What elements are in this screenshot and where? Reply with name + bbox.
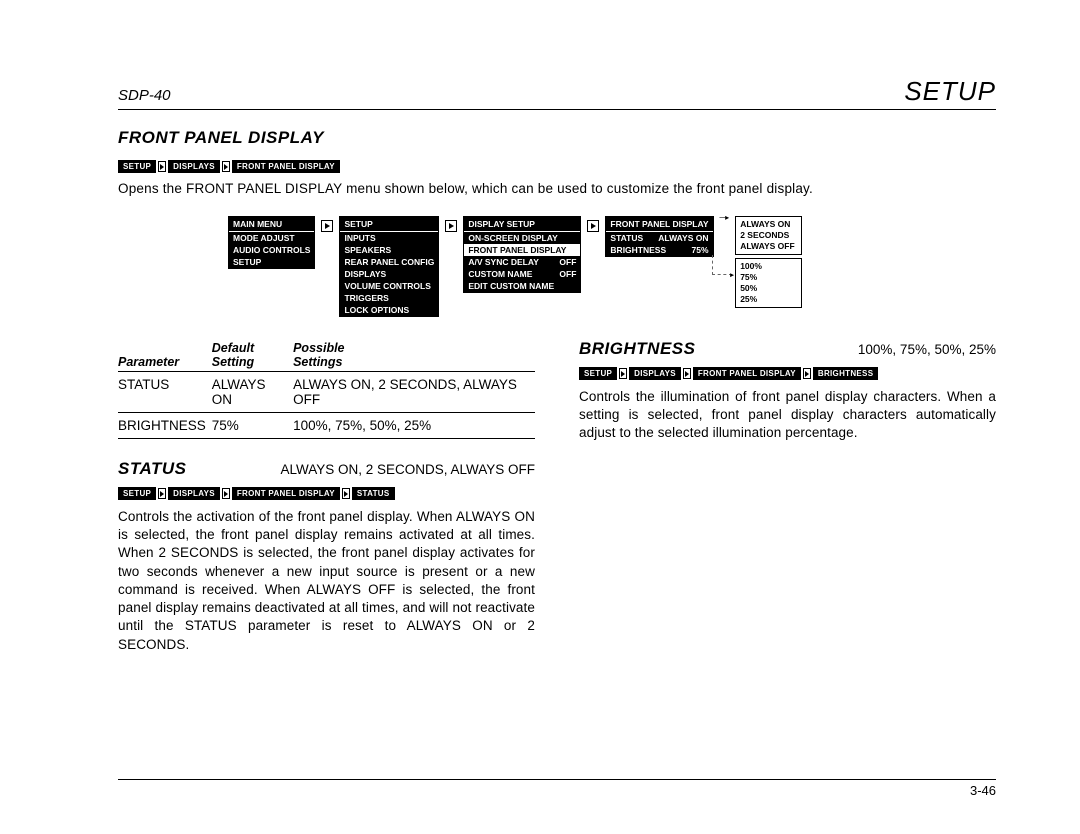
chevron-right-icon — [158, 161, 166, 172]
brightness-text: Controls the illumination of front panel… — [579, 388, 996, 443]
page-number: 3-46 — [970, 783, 996, 798]
breadcrumb-item: SETUP — [118, 487, 156, 500]
breadcrumb-item: DISPLAYS — [629, 367, 681, 380]
table-row: STATUSALWAYS ONALWAYS ON, 2 SECONDS, ALW… — [118, 372, 535, 413]
parameter-table: ParameterDefaultSettingPossibleSettings … — [118, 339, 535, 439]
breadcrumb-item: SETUP — [118, 160, 156, 173]
brightness-heading-row: BRIGHTNESS 100%, 75%, 50%, 25% — [579, 339, 996, 359]
table-row: BRIGHTNESS75%100%, 75%, 50%, 25% — [118, 413, 535, 439]
model-label: SDP-40 — [118, 87, 171, 104]
breadcrumb-main: SETUP DISPLAYS FRONT PANEL DISPLAY — [118, 160, 340, 173]
options-status: ALWAYS ON2 SECONDSALWAYS OFF — [735, 216, 801, 255]
breadcrumb-brightness: SETUP DISPLAYS FRONT PANEL DISPLAY BRIGHTNE… — [579, 367, 878, 380]
connector-arrow-icon: ─▸ — [720, 213, 730, 222]
chevron-right-icon — [619, 368, 627, 379]
status-heading-row: STATUS ALWAYS ON, 2 SECONDS, ALWAYS OFF — [118, 459, 535, 479]
breadcrumb-item: DISPLAYS — [168, 160, 220, 173]
section-title: FRONT PANEL DISPLAY — [118, 128, 996, 148]
menu-main: MAIN MENUMODE ADJUSTAUDIO CONTROLSSETUP — [228, 216, 315, 269]
chevron-right-icon — [222, 161, 230, 172]
page-header: SDP-40 SETUP — [118, 76, 996, 110]
chevron-right-icon — [342, 488, 350, 499]
menu-arrow-icon — [321, 220, 333, 232]
chevron-right-icon — [803, 368, 811, 379]
page-footer: 3-46 — [118, 779, 996, 798]
status-text: Controls the activation of the front pan… — [118, 508, 535, 654]
breadcrumb-item: DISPLAYS — [168, 487, 220, 500]
status-options: ALWAYS ON, 2 SECONDS, ALWAYS OFF — [280, 462, 535, 477]
breadcrumb-item: SETUP — [579, 367, 617, 380]
menu-arrow-icon — [445, 220, 457, 232]
options-brightness: ▸ 100%75%50%25% — [735, 258, 801, 308]
breadcrumb-item: FRONT PANEL DISPLAY — [693, 367, 801, 380]
right-column: BRIGHTNESS 100%, 75%, 50%, 25% SETUP DISP… — [579, 339, 996, 654]
menu-display-setup: DISPLAY SETUPON-SCREEN DISPLAYFRONT PANE… — [463, 216, 581, 293]
menu-setup: SETUPINPUTSSPEAKERSREAR PANEL CONFIGDISP… — [339, 216, 439, 317]
brightness-options: 100%, 75%, 50%, 25% — [858, 342, 996, 357]
breadcrumb-status: SETUP DISPLAYS FRONT PANEL DISPLAY STATUS — [118, 487, 395, 500]
menu-diagram: MAIN MENUMODE ADJUSTAUDIO CONTROLSSETUP … — [228, 216, 996, 317]
brightness-title: BRIGHTNESS — [579, 339, 695, 359]
menu-front-panel: FRONT PANEL DISPLAYSTATUSALWAYS ONBRIGHT… — [605, 216, 713, 257]
intro-text: Opens the FRONT PANEL DISPLAY menu shown… — [118, 181, 996, 196]
chevron-right-icon — [683, 368, 691, 379]
breadcrumb-item: FRONT PANEL DISPLAY — [232, 487, 340, 500]
breadcrumb-item: FRONT PANEL DISPLAY — [232, 160, 340, 173]
content-columns: ParameterDefaultSettingPossibleSettings … — [118, 339, 996, 654]
setup-header: SETUP — [904, 76, 996, 107]
breadcrumb-item: BRIGHTNESS — [813, 367, 878, 380]
breadcrumb-item: STATUS — [352, 487, 395, 500]
status-title: STATUS — [118, 459, 186, 479]
left-column: ParameterDefaultSettingPossibleSettings … — [118, 339, 535, 654]
chevron-right-icon — [222, 488, 230, 499]
chevron-right-icon — [158, 488, 166, 499]
menu-arrow-icon — [587, 220, 599, 232]
